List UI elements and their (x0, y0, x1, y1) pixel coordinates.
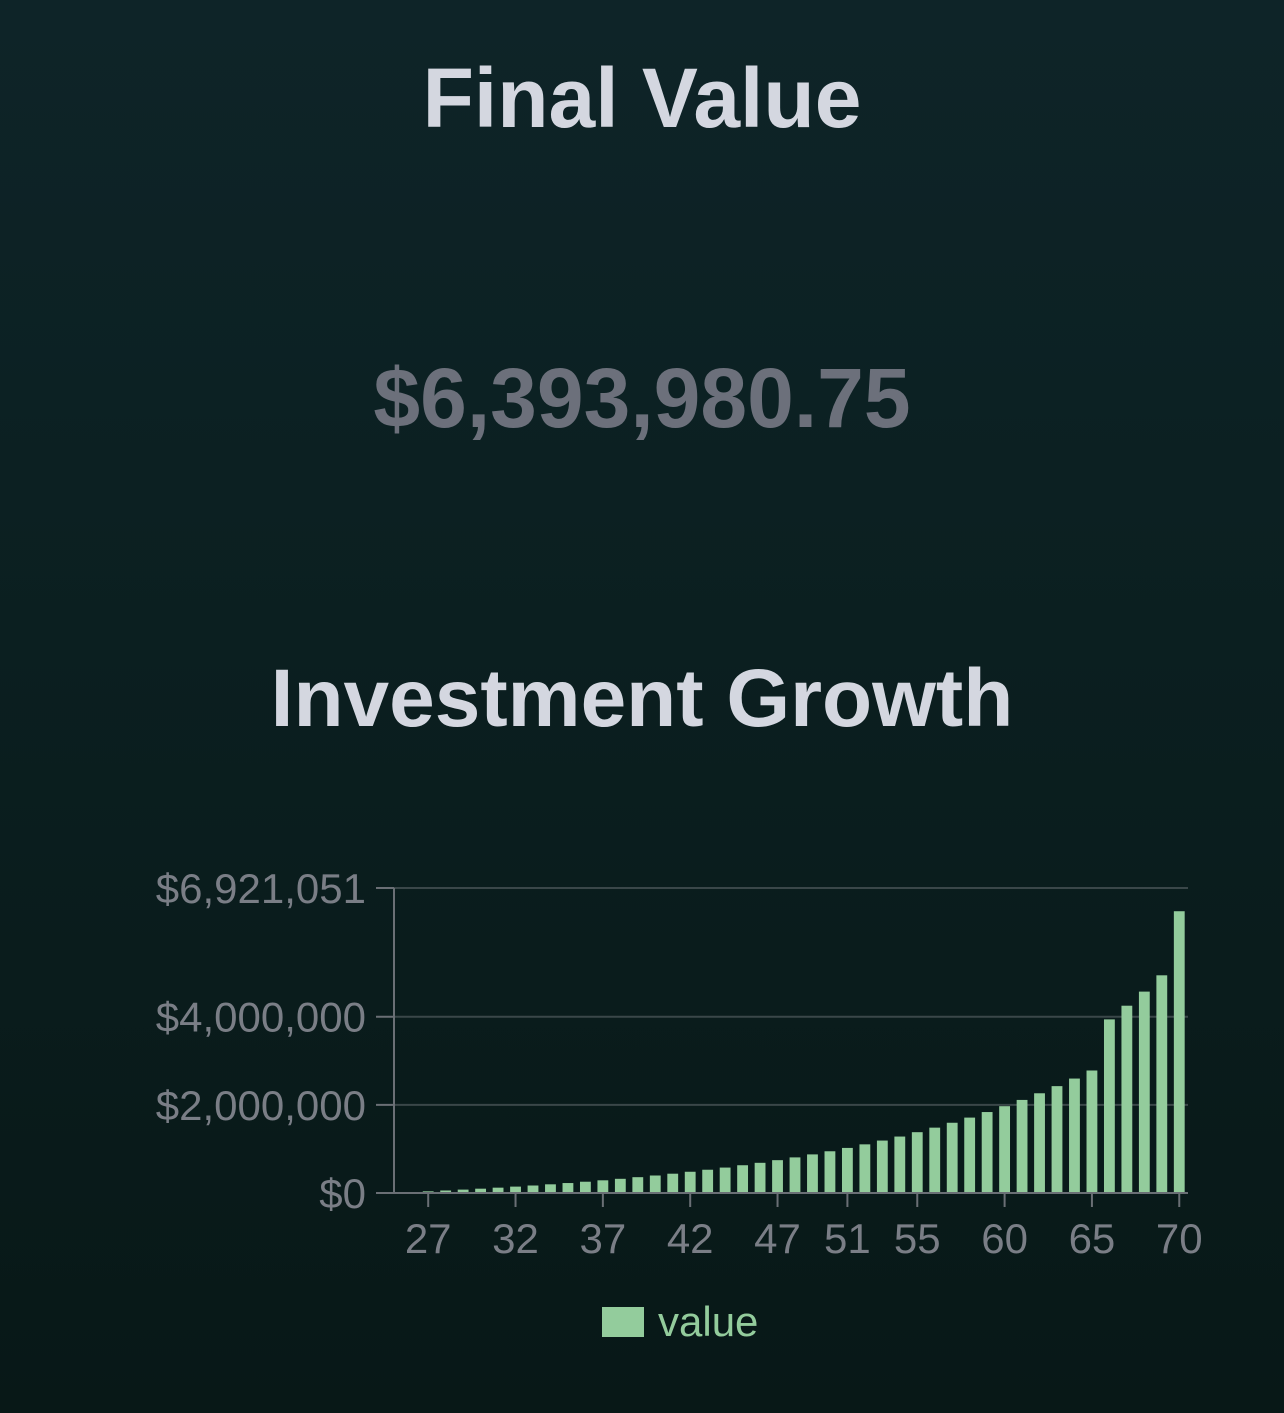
bar (1156, 975, 1168, 1193)
x-tick-label: 51 (824, 1215, 871, 1262)
y-tick-label: $0 (319, 1170, 366, 1217)
bar (667, 1173, 679, 1193)
bar (824, 1151, 836, 1193)
bar (946, 1122, 958, 1193)
bar (1034, 1093, 1045, 1193)
bar (457, 1189, 469, 1193)
bar (702, 1169, 714, 1193)
x-tick-label: 65 (1069, 1215, 1116, 1262)
bar (929, 1127, 941, 1193)
bar (1121, 1005, 1133, 1193)
x-tick-label: 32 (492, 1215, 539, 1262)
y-tick-label: $2,000,000 (156, 1082, 366, 1129)
legend-label-value: value (658, 1298, 759, 1345)
x-tick-label: 42 (667, 1215, 714, 1262)
bar (684, 1171, 696, 1193)
bar (632, 1177, 644, 1193)
bar (597, 1180, 609, 1193)
x-tick-label: 70 (1156, 1215, 1203, 1262)
bar (492, 1187, 504, 1193)
bar (999, 1106, 1011, 1193)
investment-growth-chart: $0 $2,000,000 $4,000,000 $6,921,051 27 32 37 42… (156, 865, 1203, 1262)
x-tick-label: 27 (405, 1215, 452, 1262)
bar (1173, 911, 1185, 1193)
bar (981, 1112, 993, 1193)
legend-swatch-value (602, 1307, 644, 1337)
chart-title: Investment Growth (270, 653, 1014, 744)
bar (475, 1188, 487, 1193)
bar (894, 1136, 906, 1193)
bar (1103, 1019, 1115, 1193)
bar (1016, 1099, 1028, 1193)
bar (789, 1157, 801, 1193)
x-tick-label: 47 (754, 1215, 801, 1262)
bar (911, 1132, 923, 1193)
bar (964, 1117, 976, 1193)
bar (859, 1144, 871, 1193)
bar (876, 1140, 888, 1193)
y-tick-label: $4,000,000 (156, 994, 366, 1041)
bar (772, 1160, 783, 1193)
bar (545, 1184, 556, 1193)
bar (1086, 1070, 1098, 1193)
bar (579, 1181, 591, 1193)
bar (1051, 1086, 1063, 1193)
y-tick-label: $6,921,051 (156, 865, 366, 912)
bar (562, 1183, 574, 1193)
bar (527, 1185, 539, 1193)
bar (754, 1162, 766, 1193)
bar (440, 1190, 452, 1193)
bar (1069, 1078, 1080, 1193)
bar (719, 1167, 731, 1193)
chart-legend: value (602, 1298, 759, 1345)
x-tick-label: 60 (981, 1215, 1028, 1262)
bar (1138, 991, 1150, 1193)
final-value-amount: $6,393,980.75 (373, 351, 911, 445)
final-value-title: Final Value (422, 51, 862, 145)
x-tick-label: 55 (894, 1215, 941, 1262)
bar (649, 1175, 661, 1193)
bar (510, 1186, 521, 1193)
bar (737, 1165, 749, 1193)
x-tick-label: 37 (580, 1215, 627, 1262)
bar (807, 1154, 818, 1193)
bar (841, 1147, 853, 1193)
bar (614, 1178, 626, 1193)
